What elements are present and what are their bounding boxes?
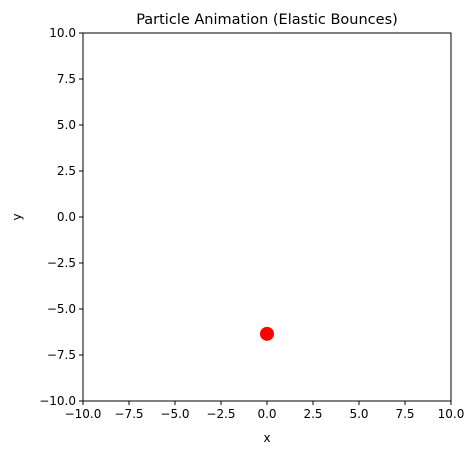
x-tick-label: −2.5 — [206, 407, 235, 421]
x-tick-label: 5.0 — [349, 407, 368, 421]
y-tick-label: 10.0 — [49, 26, 76, 40]
x-axis-ticks: −10.0 −7.5 −5.0 −2.5 0.0 2.5 5.0 7.5 10.0 — [65, 401, 465, 421]
particle-point — [260, 326, 274, 341]
x-tick-label: −10.0 — [65, 407, 102, 421]
y-tick-label: 7.5 — [57, 72, 76, 86]
y-tick-label: 0.0 — [57, 210, 76, 224]
x-tick-label: 2.5 — [303, 407, 322, 421]
chart-title: Particle Animation (Elastic Bounces) — [136, 12, 398, 28]
x-axis-label: x — [263, 431, 270, 445]
plot-area-frame — [82, 32, 452, 402]
y-tick-label: 5.0 — [57, 118, 76, 132]
y-tick-label: −5.0 — [47, 302, 76, 316]
y-tick-label: −7.5 — [47, 348, 76, 362]
y-axis-label: y — [10, 213, 24, 220]
y-axis-ticks: −10.0 −7.5 −5.0 −2.5 0.0 2.5 5.0 7.5 10.0 — [39, 26, 83, 408]
x-tick-label: 0.0 — [257, 407, 276, 421]
particle-points — [260, 326, 274, 341]
x-tick-label: 10.0 — [438, 407, 465, 421]
y-tick-label: −10.0 — [39, 394, 76, 408]
x-tick-label: 7.5 — [395, 407, 414, 421]
y-tick-label: 2.5 — [57, 164, 76, 178]
y-tick-label: −2.5 — [47, 256, 76, 270]
x-tick-label: −7.5 — [114, 407, 143, 421]
x-tick-label: −5.0 — [160, 407, 189, 421]
